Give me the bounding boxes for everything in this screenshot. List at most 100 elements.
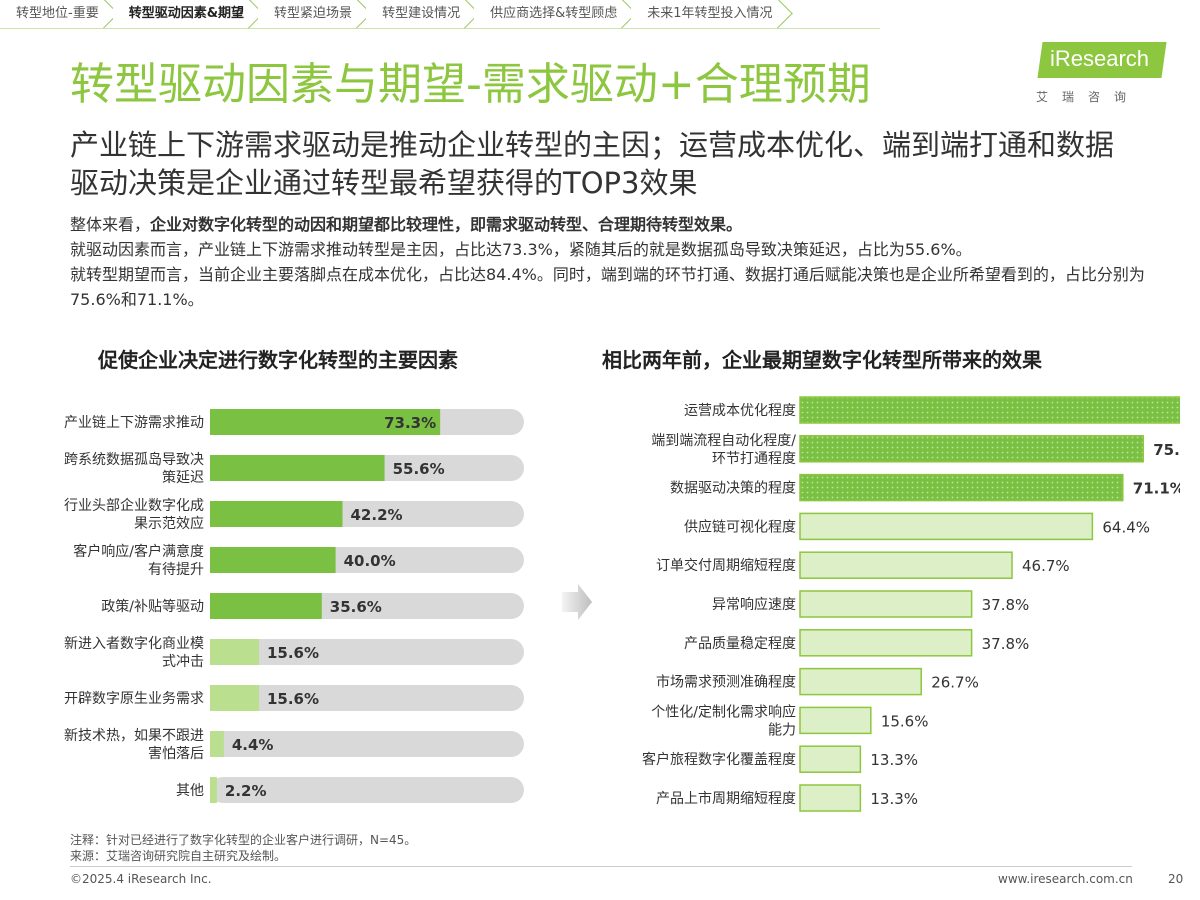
breadcrumb-divider	[0, 28, 880, 29]
category-label-line: 果示范效应	[134, 515, 204, 532]
bar	[799, 745, 862, 773]
breadcrumb-tab-1[interactable]: 转型地位-重要	[0, 0, 113, 28]
chart-notes: 注释：针对已经进行了数字化转型的企业客户进行调研，N=45。 来源：艾瑞咨询研究…	[70, 832, 416, 864]
bar-row-9: 个性化/定制化需求响应能力 15.6%	[651, 703, 928, 738]
value-label: 40.0%	[344, 552, 396, 570]
category-label-line: 能力	[768, 722, 796, 738]
category-label-line: 开辟数字原生业务需求	[64, 691, 204, 707]
category-label-line: 环节打通程度	[712, 450, 796, 467]
category-label: 政策/补贴等驱动	[101, 598, 204, 615]
value-label: 2.2%	[225, 782, 267, 800]
category-label-line: 产业链上下游需求推动	[64, 415, 204, 431]
page-subtitle: 产业链上下游需求驱动是推动企业转型的主因；运营成本优化、端到端打通和数据驱动决策…	[70, 128, 1115, 200]
category-label-line: 端到端流程自动化程度/	[651, 433, 796, 449]
breadcrumb-chevron-icon	[777, 0, 795, 28]
value-label: 64.4%	[1102, 518, 1150, 536]
bar	[210, 777, 217, 803]
value-label: 26.7%	[931, 674, 979, 692]
category-label-line: 个性化/定制化需求响应	[651, 703, 796, 720]
bar-row-2: 跨系统数据孤岛导致决策延迟 55.6%	[64, 452, 524, 486]
category-label: 客户响应/客户满意度有待提升	[73, 543, 204, 578]
right-chart-title: 相比两年前，企业最期望数字化转型所带来的效果	[602, 348, 1042, 372]
summary-line-2: 就驱动因素而言，产业链上下游需求推动转型是主因，占比达73.3%，紧随其后的就是…	[70, 240, 972, 259]
category-label-line: 新进入者数字化商业模	[64, 636, 204, 652]
logo-cn-text: 艾瑞咨询	[1036, 90, 1141, 104]
bar-row-6: 异常响应速度 37.8%	[712, 590, 1030, 618]
category-label-line: 产品质量稳定程度	[684, 636, 796, 652]
breadcrumb: 转型地位-重要 转型驱动因素&期望 转型紧迫场景 转型建设情况 供应商选择&转型顾虑 未来…	[0, 0, 1200, 30]
category-label: 市场需求预测准确程度	[656, 674, 796, 691]
logo-brand-text: iResearch	[1050, 46, 1150, 71]
bar	[210, 501, 343, 527]
value-label: 37.8%	[982, 596, 1030, 614]
bar-row-11: 产品上市周期缩短程度 13.3%	[656, 784, 918, 812]
category-label-line: 新技术热，如果不跟进	[64, 728, 204, 744]
bar-row-2: 端到端流程自动化程度/环节打通程度 75.6%	[651, 433, 1180, 467]
left-chart-title: 促使企业决定进行数字化转型的主要因素	[98, 348, 458, 372]
breadcrumb-tab-3[interactable]: 转型紧迫场景	[258, 0, 367, 28]
bar	[799, 629, 973, 657]
bar-row-3: 行业头部企业数字化成果示范效应 42.2%	[64, 497, 524, 532]
category-label-line: 害怕落后	[148, 746, 204, 762]
bar	[799, 590, 973, 618]
category-label: 供应链可视化程度	[684, 518, 796, 535]
bar-track	[210, 639, 524, 665]
bar-row-7: 开辟数字原生业务需求 15.6%	[64, 685, 524, 711]
iresearch-logo: iResearch	[1037, 42, 1167, 82]
category-label-line: 产品上市周期缩短程度	[656, 790, 796, 807]
bar-track	[210, 777, 524, 803]
category-label-line: 有待提升	[148, 562, 204, 578]
left-bar-chart: 产业链上下游需求推动 73.3% 跨系统数据孤岛导致决策延迟 55.6% 行业头部企业数…	[64, 409, 524, 803]
category-label-line: 运营成本优化程度	[684, 403, 796, 419]
category-label-line: 异常响应速度	[712, 596, 796, 613]
category-label-line: 客户响应/客户满意度	[73, 543, 204, 560]
bar	[799, 435, 1144, 463]
bar	[210, 639, 259, 665]
bar-row-6: 新进入者数字化商业模式冲击 15.6%	[64, 636, 524, 670]
bar	[799, 396, 1180, 424]
value-label: 46.7%	[1022, 557, 1070, 575]
category-label-line: 数据驱动决策的程度	[670, 480, 796, 497]
footer-divider	[70, 866, 1132, 867]
bar	[210, 731, 224, 757]
bar-row-3: 数据驱动决策的程度 71.1%	[670, 473, 1180, 502]
category-label-line: 跨系统数据孤岛导致决	[64, 452, 204, 468]
category-label-line: 客户旅程数字化覆盖程度	[642, 751, 796, 768]
bar	[799, 706, 872, 735]
breadcrumb-tab-5[interactable]: 供应商选择&转型顾虑	[474, 0, 632, 28]
summary-line-1: 整体来看，企业对数字化转型的动因和期望都比较理性，即需求驱动转型、合理期待转型效…	[70, 212, 1150, 237]
category-label-line: 其他	[176, 783, 204, 799]
breadcrumb-tab-4[interactable]: 转型建设情况	[366, 0, 475, 28]
website-link[interactable]: www.iresearch.com.cn	[998, 872, 1133, 886]
category-label-line: 政策/补贴等驱动	[101, 598, 204, 615]
category-label-line: 市场需求预测准确程度	[656, 674, 796, 691]
note-line: 注释：针对已经进行了数字化转型的企业客户进行调研，N=45。	[70, 833, 417, 847]
breadcrumb-tab-6[interactable]: 未来1年转型投入情况	[631, 0, 787, 28]
bar-row-5: 政策/补贴等驱动 35.6%	[101, 593, 524, 619]
value-label: 15.6%	[881, 712, 929, 730]
bar	[799, 784, 862, 812]
breadcrumb-tab-2[interactable]: 转型驱动因素&期望	[112, 0, 259, 28]
source-line: 来源：艾瑞咨询研究院自主研究及绘制。	[70, 849, 287, 863]
page-number: 20	[1168, 872, 1184, 886]
bar-track	[210, 731, 524, 757]
bar-row-9: 其他 2.2%	[176, 777, 524, 803]
value-label: 4.4%	[232, 736, 274, 754]
summary-lead-bold: 企业对数字化转型的动因和期望都比较理性，即需求驱动转型、合理期待转型效果。	[150, 215, 743, 234]
copyright-text: ©2025.4 iResearch Inc.	[70, 872, 212, 886]
bar-row-1: 产业链上下游需求推动 73.3%	[64, 409, 524, 435]
value-label: 35.6%	[330, 598, 382, 616]
category-label: 运营成本优化程度	[684, 403, 796, 419]
bar	[210, 409, 441, 435]
summary-line-3: 就转型期望而言，当前企业主要落脚点在成本优化，占比达84.4%。同时，端到端的环…	[70, 265, 1145, 309]
bar	[210, 547, 336, 573]
category-label: 客户旅程数字化覆盖程度	[642, 751, 796, 768]
bar-row-4: 供应链可视化程度 64.4%	[684, 512, 1150, 541]
bar	[799, 473, 1124, 502]
category-label-line: 供应链可视化程度	[684, 518, 796, 535]
category-label: 新技术热，如果不跟进害怕落后	[64, 728, 204, 762]
category-label: 数据驱动决策的程度	[670, 480, 796, 497]
category-label: 异常响应速度	[712, 596, 796, 613]
category-label: 跨系统数据孤岛导致决策延迟	[64, 452, 204, 486]
category-label: 端到端流程自动化程度/环节打通程度	[651, 433, 796, 467]
